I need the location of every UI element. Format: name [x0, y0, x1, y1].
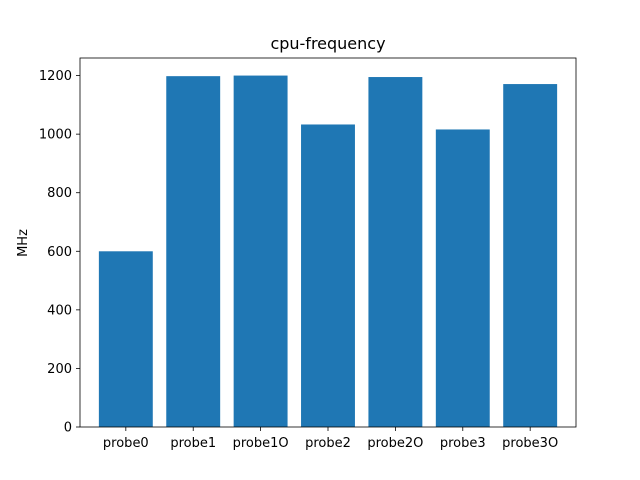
y-tick-label: 800 [47, 186, 72, 201]
x-tick-label: probe3 [440, 436, 486, 451]
bar-probe3O [503, 84, 558, 427]
y-tick-label: 1000 [39, 128, 72, 143]
x-tick-label: probe1O [233, 436, 289, 451]
bars-group [98, 75, 558, 427]
y-axis-label: MHz [16, 229, 31, 257]
x-tick-label: probe2O [367, 436, 423, 451]
y-tick-label: 0 [64, 421, 72, 436]
y-tick-label: 400 [47, 303, 72, 318]
bar-probe1O [233, 75, 288, 427]
y-tick-label: 200 [47, 362, 72, 377]
y-tick-label: 1200 [39, 69, 72, 84]
bar-probe2O [368, 77, 423, 427]
x-tick-label: probe2 [305, 436, 351, 451]
x-tick-label: probe3O [502, 436, 558, 451]
bar-probe2 [301, 124, 355, 427]
x-tick-label: probe0 [103, 436, 149, 451]
bar-probe3 [435, 129, 490, 427]
y-tick-label: 600 [47, 245, 72, 260]
axes-group: probe0 probe1 probe1O probe2 probe2O probe3 pr… [39, 57, 577, 451]
bar-probe0 [98, 251, 153, 427]
chart-title: cpu-frequency [270, 34, 385, 53]
bar-probe1 [166, 76, 221, 427]
x-tick-label: probe1 [170, 436, 216, 451]
plot-frame [79, 57, 577, 428]
